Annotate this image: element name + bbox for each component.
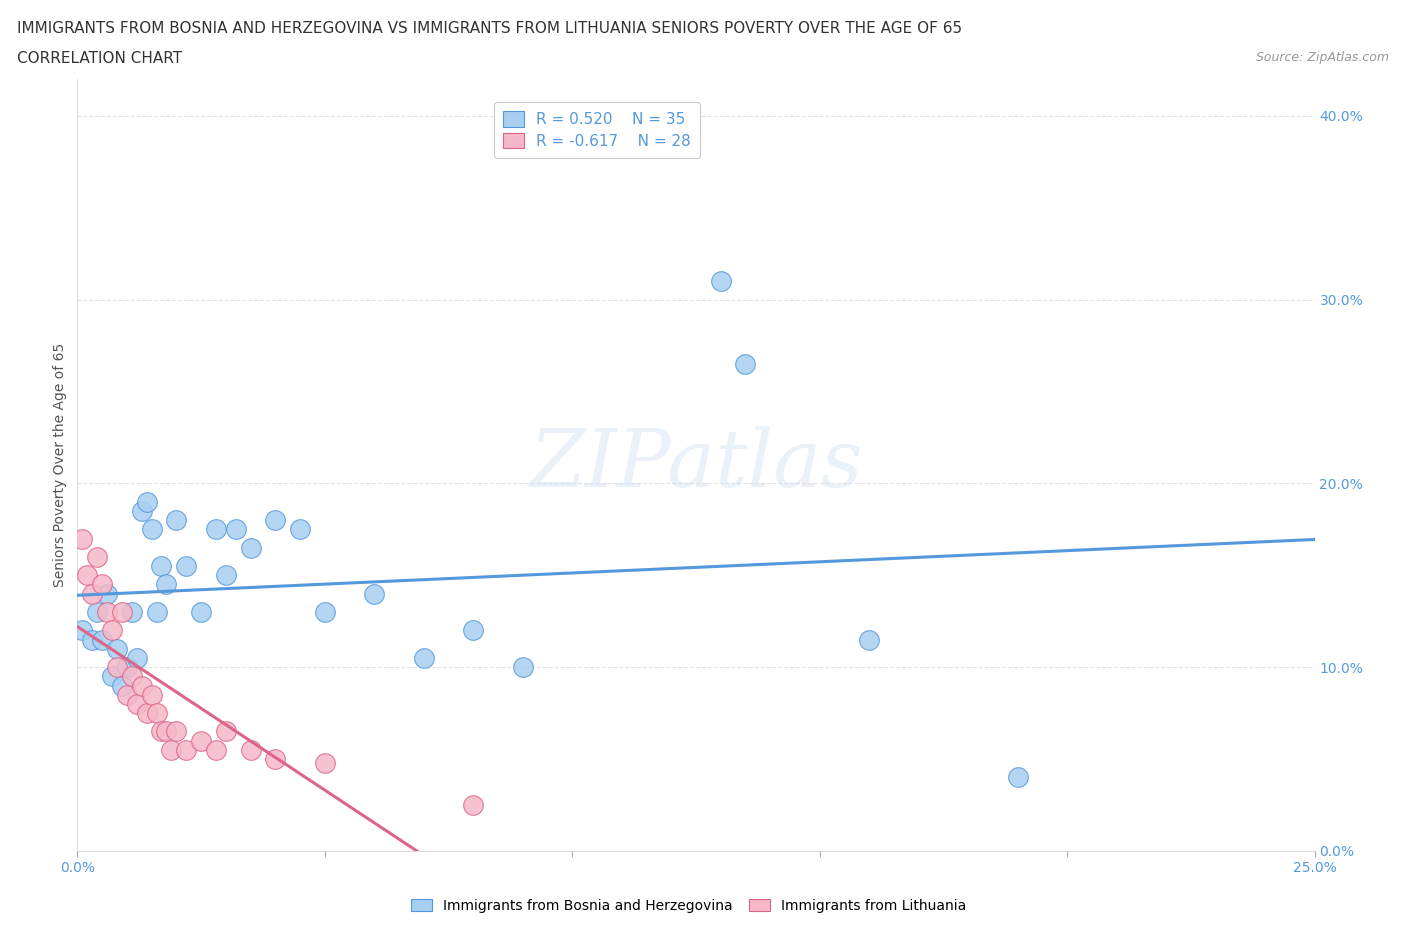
Point <box>174 559 197 574</box>
Point <box>150 724 173 739</box>
Point <box>111 604 134 619</box>
Point <box>205 522 228 537</box>
Point <box>72 531 94 546</box>
Point <box>72 623 94 638</box>
Point <box>121 604 143 619</box>
Point <box>150 559 173 574</box>
Point <box>165 512 187 527</box>
Point <box>131 503 153 518</box>
Point <box>125 651 148 666</box>
Text: CORRELATION CHART: CORRELATION CHART <box>17 51 181 66</box>
Point <box>105 659 128 674</box>
Point <box>96 604 118 619</box>
Point <box>225 522 247 537</box>
Point <box>215 568 238 583</box>
Point <box>1007 770 1029 785</box>
Point <box>131 678 153 693</box>
Text: ZIPatlas: ZIPatlas <box>529 426 863 504</box>
Point <box>512 659 534 674</box>
Point <box>215 724 238 739</box>
Point <box>155 577 177 591</box>
Point <box>160 742 183 757</box>
Point <box>135 706 157 721</box>
Y-axis label: Seniors Poverty Over the Age of 65: Seniors Poverty Over the Age of 65 <box>53 343 67 587</box>
Point <box>463 798 485 813</box>
Point <box>165 724 187 739</box>
Point <box>76 568 98 583</box>
Point <box>314 755 336 770</box>
Point <box>264 751 287 766</box>
Legend: Immigrants from Bosnia and Herzegovina, Immigrants from Lithuania: Immigrants from Bosnia and Herzegovina, … <box>406 894 972 919</box>
Point <box>141 687 163 702</box>
Point <box>239 540 262 555</box>
Point <box>115 687 138 702</box>
Text: Source: ZipAtlas.com: Source: ZipAtlas.com <box>1256 51 1389 64</box>
Point <box>288 522 311 537</box>
Point <box>115 659 138 674</box>
Point <box>412 651 434 666</box>
Point <box>86 604 108 619</box>
Point <box>86 550 108 565</box>
Point <box>174 742 197 757</box>
Point <box>101 669 124 684</box>
Point <box>463 623 485 638</box>
Point <box>264 512 287 527</box>
Point <box>111 678 134 693</box>
Point <box>96 586 118 601</box>
Point <box>121 669 143 684</box>
Point <box>710 273 733 288</box>
Point <box>91 577 114 591</box>
Point <box>125 697 148 711</box>
Point <box>314 604 336 619</box>
Point <box>190 604 212 619</box>
Text: IMMIGRANTS FROM BOSNIA AND HERZEGOVINA VS IMMIGRANTS FROM LITHUANIA SENIORS POVE: IMMIGRANTS FROM BOSNIA AND HERZEGOVINA V… <box>17 21 962 36</box>
Point <box>82 632 104 647</box>
Point <box>82 586 104 601</box>
Point <box>101 623 124 638</box>
Point <box>155 724 177 739</box>
Point <box>135 495 157 510</box>
Point <box>91 632 114 647</box>
Point <box>363 586 385 601</box>
Point <box>858 632 880 647</box>
Point <box>205 742 228 757</box>
Point <box>190 733 212 748</box>
Point <box>145 604 167 619</box>
Point <box>141 522 163 537</box>
Point <box>734 356 756 371</box>
Legend: R = 0.520    N = 35, R = -0.617    N = 28: R = 0.520 N = 35, R = -0.617 N = 28 <box>494 102 700 158</box>
Point <box>239 742 262 757</box>
Point <box>145 706 167 721</box>
Point <box>105 642 128 657</box>
